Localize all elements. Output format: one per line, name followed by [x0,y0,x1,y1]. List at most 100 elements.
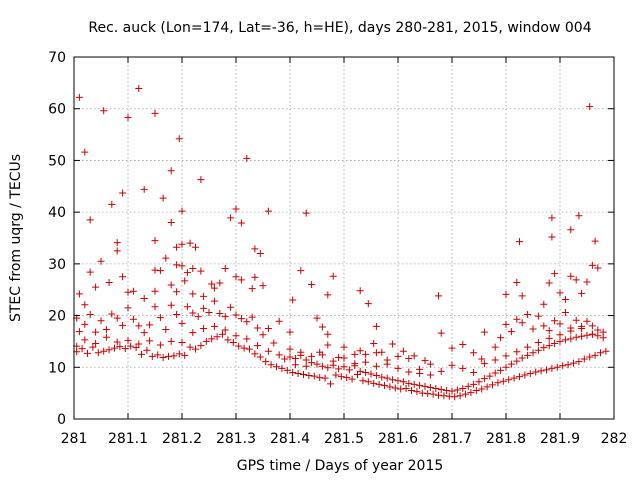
data-point [445,392,453,400]
data-point [513,315,521,323]
data-point [167,167,175,175]
data-point [100,107,108,115]
data-point [165,352,172,360]
data-point [97,317,105,325]
x-tick-label: 281.1 [108,431,148,447]
data-point [524,311,532,319]
data-point [491,343,499,351]
data-point [405,379,413,387]
data-point [448,361,456,369]
y-tick-label: 0 [57,412,66,428]
data-point [248,313,256,321]
data-point [499,377,507,385]
data-point [235,342,243,350]
data-point [348,375,356,383]
data-point [599,334,607,342]
data-point [464,382,472,390]
data-point [518,292,526,300]
data-point [270,339,278,347]
data-point [559,362,567,370]
data-point [170,352,178,360]
data-point [324,330,332,338]
data-point [86,311,94,319]
data-point [140,185,148,193]
data-point [572,333,580,341]
data-point [229,338,237,346]
data-point [289,296,297,304]
data-point [375,380,383,388]
data-point [451,393,459,401]
data-point [81,336,89,344]
data-point [556,337,564,345]
data-point [124,336,132,344]
data-point [405,368,413,376]
data-point [340,363,348,371]
data-point [232,273,240,281]
data-point [92,339,100,347]
data-point [124,304,132,312]
data-point [259,331,267,339]
data-point [507,328,515,336]
data-point [389,376,397,384]
data-point [418,389,426,397]
data-point [173,311,181,319]
data-point [470,368,478,376]
data-point [138,350,145,358]
data-point [121,345,129,353]
data-point [580,355,588,363]
y-tick-label: 20 [48,309,66,325]
data-point [302,362,310,370]
data-point [264,347,272,355]
data-point [575,358,583,366]
data-point [89,343,97,351]
data-point [181,351,189,359]
data-point [335,365,343,373]
data-point [556,289,564,297]
data-point [362,350,370,358]
data-point [545,327,553,335]
data-point [372,322,380,330]
data-point [567,272,575,280]
data-point [294,369,302,377]
data-point [86,216,94,224]
data-point [516,373,523,381]
data-point [97,257,105,265]
data-point [162,326,170,334]
data-point [329,272,337,280]
data-point [308,281,316,289]
data-point [502,320,510,328]
data-point [102,333,110,341]
data-point [178,240,186,248]
data-point [189,309,197,317]
data-point [588,261,596,269]
data-point [262,358,270,366]
data-point [156,341,164,349]
x-axis-label: GPS time / Days of year 2015 [237,458,444,474]
data-point [208,280,216,288]
data-point [283,366,291,374]
data-point [389,340,397,348]
data-point [378,348,386,356]
data-point [507,360,515,368]
data-point [448,387,456,395]
data-point [340,343,348,351]
data-point [291,354,299,362]
data-point [391,384,399,392]
data-point [394,364,402,372]
data-point [75,328,83,336]
data-point [421,382,429,390]
data-point [513,357,521,365]
data-point [113,338,121,346]
data-point [194,313,202,321]
data-point [286,345,294,353]
data-point [240,344,248,352]
data-point [129,315,137,323]
data-point [502,290,510,298]
data-point [327,380,334,388]
data-point [491,369,499,377]
data-point [173,261,181,269]
data-point [410,380,418,388]
data-point [210,297,218,305]
data-point [173,243,181,251]
